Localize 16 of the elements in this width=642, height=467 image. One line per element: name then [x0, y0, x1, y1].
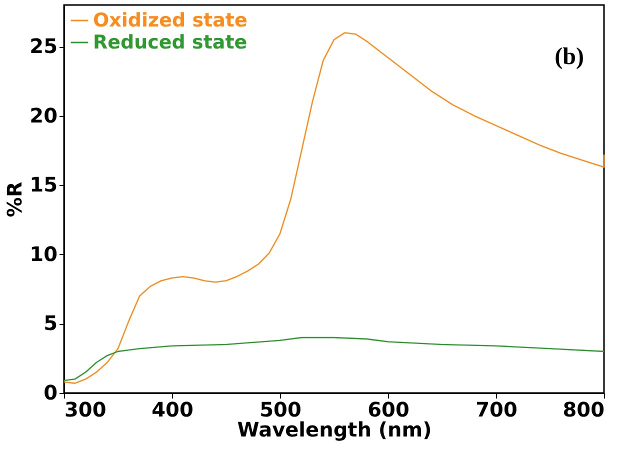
y-tick-label: 10: [30, 242, 58, 266]
y-tick-label: 20: [30, 103, 58, 128]
x-tick-label: 400: [152, 398, 194, 422]
line-series: [63, 32, 605, 384]
legend-label: Reduced state: [93, 32, 248, 54]
y-tick-label: 5: [44, 311, 58, 336]
legend-label: Oxidized state: [93, 10, 248, 32]
x-tick-label: 700: [476, 398, 518, 422]
y-tick-label: 0: [44, 380, 58, 404]
y-tick-label: 25: [30, 34, 58, 58]
y-axis-title: %R: [2, 182, 27, 218]
line-series: [63, 336, 605, 382]
x-tick-label: 800: [562, 398, 604, 422]
annotation: (b): [554, 44, 584, 70]
x-tick-label: 300: [64, 398, 106, 422]
y-tick-label: 15: [30, 172, 58, 197]
